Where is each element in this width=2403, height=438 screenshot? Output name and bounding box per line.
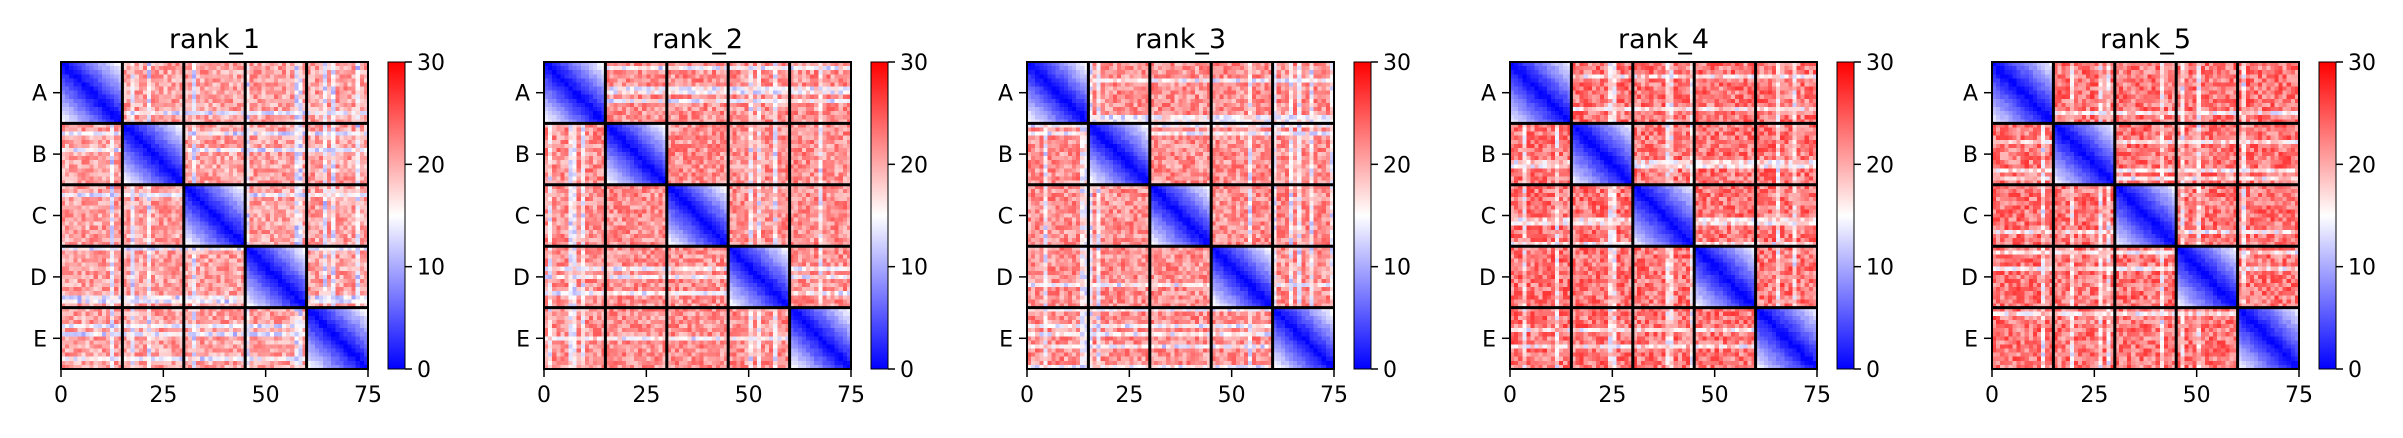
- colorbar-tick-label: 10: [2348, 256, 2376, 281]
- y-tick-label: C: [32, 205, 47, 230]
- y-tick-label: D: [513, 266, 530, 291]
- panel-title: rank_5: [2100, 24, 2191, 55]
- colorbar-tick-label: 30: [1866, 51, 1894, 76]
- y-tick-label: E: [33, 327, 47, 352]
- y-tick-label: C: [515, 205, 530, 230]
- x-tick-label: 25: [149, 383, 177, 408]
- colorbar-tick-label: 10: [900, 256, 928, 281]
- colorbar-tick-label: 10: [417, 256, 445, 281]
- colorbar-tick-label: 20: [900, 153, 928, 178]
- y-tick-label: C: [1963, 205, 1978, 230]
- colorbar-tick-label: 0: [417, 358, 431, 383]
- x-tick-label: 50: [1218, 383, 1246, 408]
- panel-5: rank_5 0 25 50 75 A B C D E 0 10 20 30: [1961, 24, 2376, 408]
- y-tick-label: E: [1482, 327, 1496, 352]
- colorbar-frame: [1353, 61, 1372, 370]
- colorbar: [871, 62, 888, 369]
- x-tick-label: 75: [1320, 383, 1348, 408]
- x-tick-label: 75: [1803, 383, 1831, 408]
- colorbar-frame: [387, 61, 406, 370]
- heatmap-cells: [1027, 62, 1334, 369]
- y-tick-label: E: [1964, 327, 1978, 352]
- panel-title: rank_3: [1135, 24, 1226, 55]
- panel-4: rank_4 0 25 50 75 A B C D E 0 10 20 30: [1479, 24, 1894, 408]
- y-tick-label: B: [998, 143, 1013, 168]
- y-tick-label: B: [32, 143, 47, 168]
- y-tick-label: B: [1963, 143, 1978, 168]
- y-tick-label: D: [1479, 266, 1496, 291]
- panel-title: rank_1: [169, 24, 260, 55]
- x-tick-label: 25: [1598, 383, 1626, 408]
- y-tick-label: A: [1481, 82, 1496, 107]
- x-tick-label: 0: [1985, 383, 1999, 408]
- y-tick-label: C: [1481, 205, 1496, 230]
- y-tick-label: A: [32, 82, 47, 107]
- x-tick-label: 0: [1020, 383, 1034, 408]
- heatmap-cells: [61, 62, 368, 369]
- y-tick-label: C: [998, 205, 1013, 230]
- colorbar-tick-label: 30: [2348, 51, 2376, 76]
- y-tick-label: D: [30, 266, 47, 291]
- colorbar-frame: [870, 61, 889, 370]
- colorbar-tick-label: 0: [1383, 358, 1397, 383]
- x-tick-label: 50: [252, 383, 280, 408]
- x-tick-label: 0: [537, 383, 551, 408]
- colorbar: [388, 62, 405, 369]
- panel-title: rank_4: [1618, 24, 1709, 55]
- y-tick-label: B: [515, 143, 530, 168]
- colorbar-tick-label: 10: [1866, 256, 1894, 281]
- colorbar-tick-label: 20: [417, 153, 445, 178]
- x-tick-label: 50: [2183, 383, 2211, 408]
- panel-2: rank_2 0 25 50 75 A B C D E 0 10 20 30: [513, 24, 928, 408]
- colorbar-tick-label: 10: [1383, 256, 1411, 281]
- x-tick-label: 75: [2285, 383, 2313, 408]
- x-tick-label: 50: [1701, 383, 1729, 408]
- panel-1: rank_1 0 25 50 75 A B C D E 0 10 20 30: [30, 24, 445, 408]
- y-tick-label: E: [999, 327, 1013, 352]
- colorbar-tick-label: 0: [1866, 358, 1880, 383]
- colorbar-tick-label: 20: [1383, 153, 1411, 178]
- colorbar-tick-label: 0: [2348, 358, 2362, 383]
- colorbar: [2319, 62, 2336, 369]
- x-tick-label: 25: [2080, 383, 2108, 408]
- colorbar-tick-label: 30: [417, 51, 445, 76]
- y-tick-label: E: [516, 327, 530, 352]
- colorbar-frame: [1836, 61, 1855, 370]
- colorbar-frame: [2318, 61, 2337, 370]
- heatmap-cells: [1992, 62, 2299, 369]
- colorbar-tick-label: 30: [900, 51, 928, 76]
- heatmap-cells: [544, 62, 851, 369]
- y-tick-label: D: [996, 266, 1013, 291]
- heatmap-cells: [1510, 62, 1817, 369]
- x-tick-label: 0: [1503, 383, 1517, 408]
- x-tick-label: 75: [837, 383, 865, 408]
- x-tick-label: 0: [54, 383, 68, 408]
- y-tick-label: A: [1963, 82, 1978, 107]
- colorbar-tick-label: 0: [900, 358, 914, 383]
- colorbar: [1837, 62, 1854, 369]
- colorbar-tick-label: 20: [1866, 153, 1894, 178]
- x-tick-label: 25: [1115, 383, 1143, 408]
- colorbar: [1354, 62, 1371, 369]
- colorbar-tick-label: 30: [1383, 51, 1411, 76]
- panel-title: rank_2: [652, 24, 743, 55]
- x-tick-label: 25: [632, 383, 660, 408]
- y-tick-label: A: [515, 82, 530, 107]
- x-tick-label: 50: [735, 383, 763, 408]
- x-tick-label: 75: [354, 383, 382, 408]
- colorbar-tick-label: 20: [2348, 153, 2376, 178]
- panel-3: rank_3 0 25 50 75 A B C D E 0 10 20 30: [996, 24, 1411, 408]
- y-tick-label: A: [998, 82, 1013, 107]
- y-tick-label: D: [1961, 266, 1978, 291]
- y-tick-label: B: [1481, 143, 1496, 168]
